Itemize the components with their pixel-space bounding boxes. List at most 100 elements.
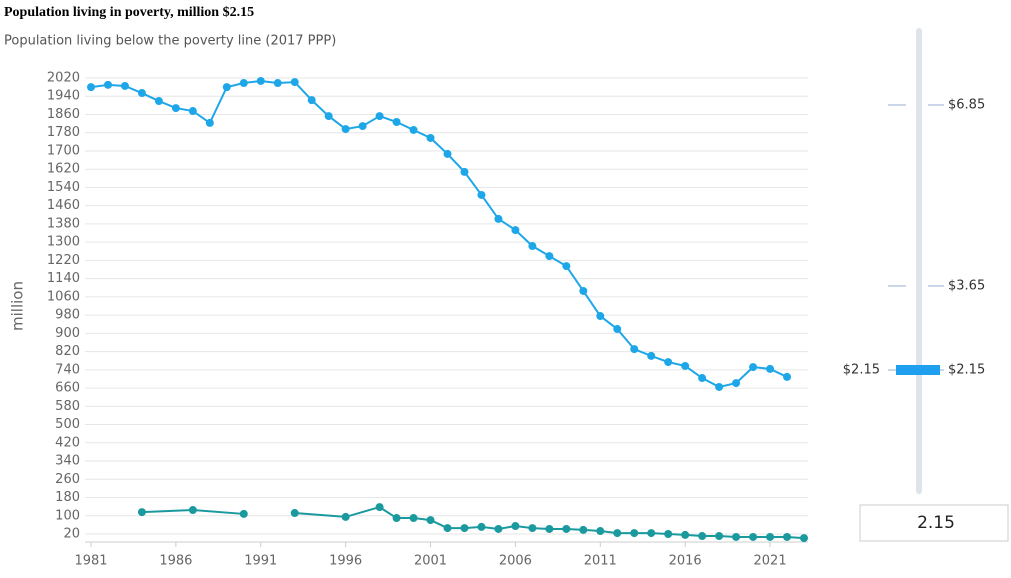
data-point xyxy=(783,532,792,541)
y-tick-label: 1540 xyxy=(47,180,80,195)
data-point xyxy=(273,79,282,88)
y-tick-label: 1780 xyxy=(47,125,80,140)
y-tick-label: 260 xyxy=(55,472,80,487)
data-point xyxy=(477,522,486,531)
chart-subtitle: Population living below the poverty line… xyxy=(4,34,336,49)
data-point xyxy=(545,524,554,533)
x-tick-label: 1981 xyxy=(74,554,107,569)
data-point xyxy=(375,503,384,512)
data-point xyxy=(87,83,95,92)
data-point xyxy=(715,382,724,391)
data-point xyxy=(715,532,724,541)
y-tick-label: 820 xyxy=(55,344,80,359)
data-point xyxy=(392,118,401,127)
data-point xyxy=(426,516,435,525)
data-point xyxy=(375,112,384,121)
slider-handle[interactable] xyxy=(896,365,940,375)
slider-selected-label: $2.15 xyxy=(843,363,880,378)
data-point xyxy=(732,532,741,541)
y-tick-label: 1060 xyxy=(47,289,80,304)
data-point xyxy=(511,226,520,235)
data-point xyxy=(188,107,197,116)
y-tick-label: 2020 xyxy=(47,71,80,86)
data-point xyxy=(664,530,673,538)
series-line xyxy=(90,79,788,388)
data-point xyxy=(681,530,690,539)
data-point xyxy=(460,524,469,533)
y-tick-label: 740 xyxy=(55,362,80,377)
data-point xyxy=(630,345,639,354)
y-tick-label: 100 xyxy=(55,508,80,523)
data-point xyxy=(732,379,741,388)
data-point xyxy=(154,97,163,106)
data-point xyxy=(443,524,452,533)
data-point xyxy=(205,118,214,127)
data-point xyxy=(596,527,605,536)
data-point xyxy=(290,509,299,518)
data-point xyxy=(392,514,401,523)
data-point xyxy=(664,358,673,367)
y-tick-label: 980 xyxy=(55,308,80,323)
data-point xyxy=(579,286,588,295)
y-tick-label: 1460 xyxy=(47,198,80,213)
slider-option-label[interactable]: $2.15 xyxy=(948,363,985,378)
data-point xyxy=(477,190,486,199)
chart-title: Population living in poverty, million $2… xyxy=(4,5,254,20)
slider-track[interactable] xyxy=(916,28,922,494)
y-tick-label: 1220 xyxy=(47,253,80,268)
y-tick-label: 340 xyxy=(55,454,80,469)
data-point xyxy=(596,312,605,321)
x-tick-label: 2016 xyxy=(669,554,702,569)
data-point xyxy=(426,133,435,142)
data-point xyxy=(749,363,758,372)
y-tick-label: 1700 xyxy=(47,143,80,158)
x-tick-label: 2001 xyxy=(414,554,447,569)
x-tick-label: 1991 xyxy=(244,554,277,569)
y-tick-label: 420 xyxy=(55,435,80,450)
x-tick-label: 1996 xyxy=(329,554,362,569)
y-tick-label: 580 xyxy=(55,399,80,414)
data-point xyxy=(137,508,146,517)
data-point xyxy=(579,525,588,534)
data-point xyxy=(409,514,418,523)
y-tick-label: 900 xyxy=(55,326,80,341)
y-tick-label: 1940 xyxy=(47,89,80,104)
data-point xyxy=(562,524,571,533)
data-point xyxy=(222,83,231,92)
data-point xyxy=(698,374,707,383)
data-point xyxy=(783,372,792,381)
y-tick-label: 1380 xyxy=(47,216,80,231)
data-point xyxy=(341,125,350,134)
data-point xyxy=(647,351,656,360)
data-point xyxy=(647,529,656,538)
y-tick-label: 1860 xyxy=(47,107,80,122)
y-tick-label: 1620 xyxy=(47,162,80,177)
data-point xyxy=(290,78,299,87)
data-point xyxy=(256,76,265,85)
y-tick-label: 660 xyxy=(55,381,80,396)
data-point xyxy=(562,262,571,271)
value-input-text[interactable]: 2.15 xyxy=(917,513,955,533)
value-input[interactable] xyxy=(859,504,1009,542)
data-point xyxy=(800,534,808,543)
y-tick-label: 1140 xyxy=(47,271,80,286)
data-point xyxy=(443,149,452,158)
data-point xyxy=(358,122,367,131)
data-point xyxy=(511,522,520,531)
y-tick-label: 1300 xyxy=(47,235,80,250)
data-point xyxy=(120,81,129,90)
data-point xyxy=(324,112,333,121)
data-point xyxy=(409,125,418,134)
data-point xyxy=(494,524,503,533)
data-point xyxy=(545,252,554,261)
y-tick-label: 20 xyxy=(63,527,80,542)
slider-option-label[interactable]: $3.65 xyxy=(948,279,985,294)
slider-option-label[interactable]: $6.85 xyxy=(948,98,985,113)
data-point xyxy=(528,524,537,533)
data-point xyxy=(188,506,197,515)
data-point xyxy=(528,242,537,251)
data-point xyxy=(613,325,622,334)
data-point xyxy=(239,79,248,88)
y-tick-label: 180 xyxy=(55,490,80,505)
